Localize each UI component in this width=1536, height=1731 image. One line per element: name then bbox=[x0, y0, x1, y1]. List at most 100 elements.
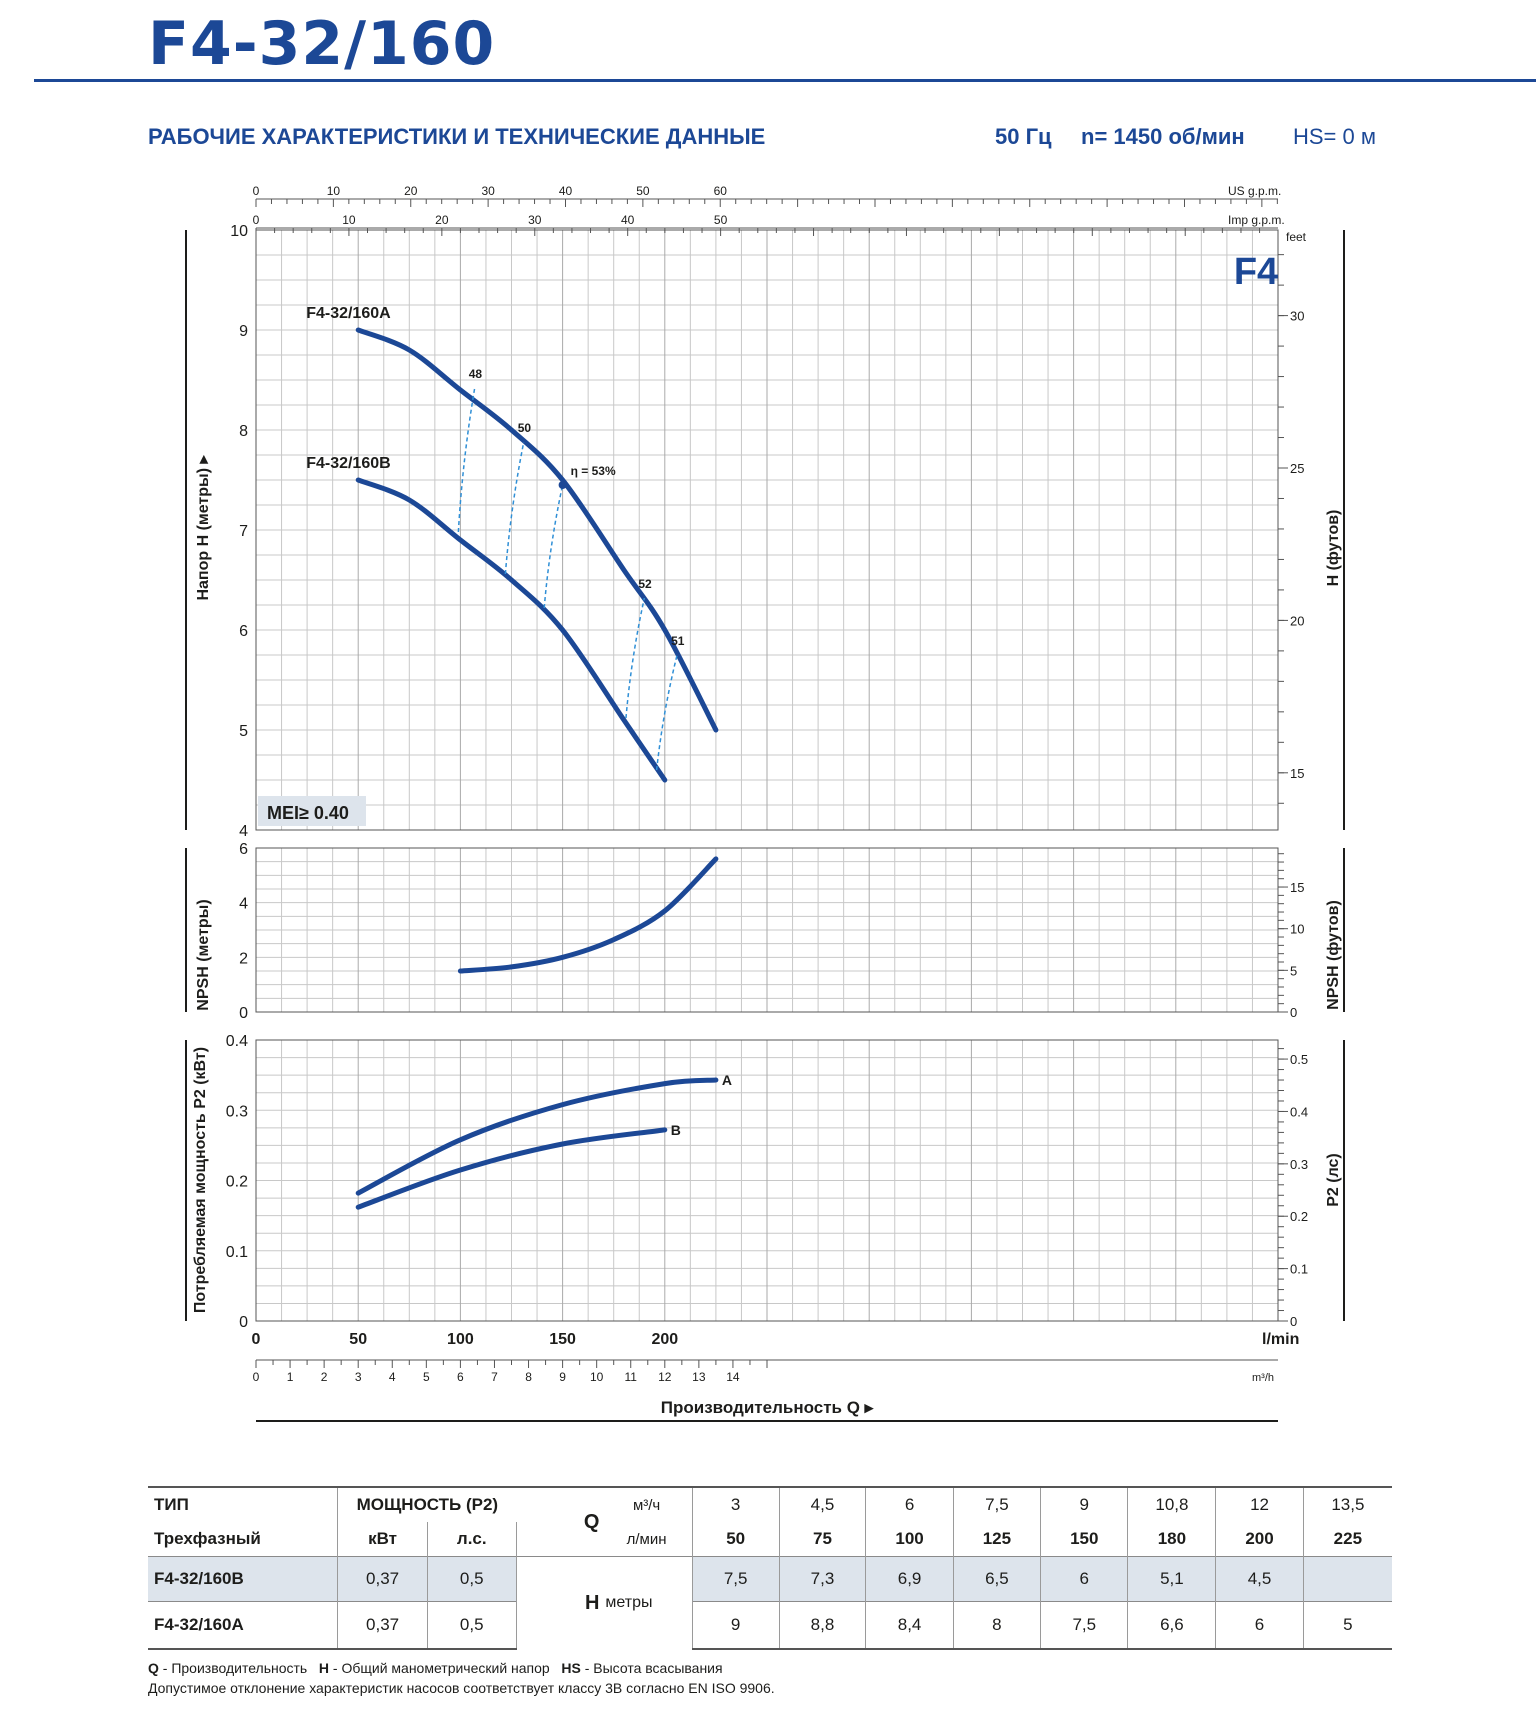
m3h-tick-label: 8 bbox=[525, 1370, 532, 1384]
title-rule bbox=[34, 79, 1536, 82]
lmin-tick-label: 150 bbox=[549, 1331, 576, 1348]
h-label: H bbox=[516, 1556, 602, 1649]
grid-layer bbox=[255, 229, 1279, 1322]
head-cell: 6,6 bbox=[1127, 1601, 1217, 1650]
impgpm-axis-label: 20 bbox=[435, 213, 449, 227]
head-cell: 6 bbox=[1215, 1601, 1304, 1650]
head-cell: 7,5 bbox=[692, 1556, 780, 1602]
q-label: Q bbox=[516, 1486, 602, 1557]
m3h-tick-label: 7 bbox=[491, 1370, 498, 1384]
power-axis-title: Потребляемая мощность P2 (кВт) bbox=[192, 1047, 209, 1313]
q-lmin-cell: 50 bbox=[692, 1522, 780, 1557]
lmin-tick-label: 200 bbox=[651, 1331, 678, 1348]
power-curve-a bbox=[355, 1077, 719, 1196]
q-m3h-cell: 12 bbox=[1215, 1486, 1304, 1522]
left-tick-label: 6 bbox=[239, 623, 248, 640]
impgpm-axis-unit: Imp g.p.m. bbox=[1228, 213, 1285, 227]
m3h-tick-label: 14 bbox=[726, 1370, 740, 1384]
right-tick-label: 25 bbox=[1290, 461, 1304, 476]
usgpm-axis-label: 30 bbox=[481, 184, 495, 198]
head-cell: 9 bbox=[692, 1601, 780, 1650]
head-right-axis-title: H (футов) bbox=[1325, 510, 1342, 587]
right-tick-label: 0.2 bbox=[1290, 1209, 1308, 1224]
q-m3h-cell: 3 bbox=[692, 1486, 780, 1522]
left-tick-label: 0 bbox=[239, 1005, 248, 1022]
head-cell: 7,5 bbox=[1040, 1601, 1129, 1650]
power-kw: 0,37 bbox=[337, 1556, 428, 1602]
section-heading: РАБОЧИЕ ХАРАКТЕРИСТИКИ И ТЕХНИЧЕСКИЕ ДАН… bbox=[148, 124, 766, 149]
efficiency-label: 50 bbox=[518, 421, 532, 435]
npsh-curve bbox=[457, 856, 719, 974]
m3h-tick-label: 13 bbox=[692, 1370, 706, 1384]
head-axis-title: Напор H (метры) ▸ bbox=[195, 455, 212, 601]
m3h-tick-label: 12 bbox=[658, 1370, 672, 1384]
m3h-unit-label: m³/h bbox=[1252, 1372, 1274, 1384]
right-tick-label: 0.1 bbox=[1290, 1262, 1308, 1277]
impgpm-axis-label: 40 bbox=[621, 213, 635, 227]
head-cell: 5 bbox=[1303, 1601, 1392, 1650]
right-tick-label: 15 bbox=[1290, 880, 1304, 895]
q-m3h-cell: 4,5 bbox=[779, 1486, 867, 1522]
right-tick-label: 0.3 bbox=[1290, 1157, 1308, 1172]
q-m3h-cell: 10,8 bbox=[1127, 1486, 1217, 1522]
page-title: F4-32/160 bbox=[148, 9, 496, 79]
m3h-tick-label: 11 bbox=[624, 1370, 637, 1384]
npsh-right-axis-title: NPSH (футов) bbox=[1325, 900, 1342, 1010]
efficiency-line bbox=[655, 654, 678, 771]
left-tick-label: 2 bbox=[239, 950, 248, 967]
axes-layer bbox=[185, 198, 1345, 1422]
table-row: F4-32/160A 0,37 0,5 9 8,8 8,4 8 7,5 6,6 … bbox=[148, 1601, 1392, 1650]
efficiency-line bbox=[504, 441, 525, 575]
usgpm-axis-label: 0 bbox=[253, 184, 260, 198]
power-right-axis-title: P2 (лс) bbox=[1325, 1153, 1342, 1207]
usgpm-axis-label: 50 bbox=[636, 184, 650, 198]
usgpm-axis-label: 20 bbox=[404, 184, 418, 198]
h-unit: метры bbox=[601, 1556, 693, 1649]
m3h-tick-label: 0 bbox=[253, 1370, 260, 1384]
q-lmin-cell: 180 bbox=[1127, 1522, 1217, 1557]
efficiency-label: 52 bbox=[638, 577, 652, 591]
usgpm-axis-label: 60 bbox=[714, 184, 728, 198]
m3h-tick-label: 4 bbox=[389, 1370, 396, 1384]
power-hp: 0,5 bbox=[427, 1556, 517, 1602]
left-tick-label: 4 bbox=[239, 823, 248, 840]
lmin-tick-label: 100 bbox=[447, 1331, 474, 1348]
efficiency-label: 51 bbox=[671, 634, 685, 648]
head-cell: 5,1 bbox=[1127, 1556, 1217, 1602]
right-tick-label: 30 bbox=[1290, 309, 1304, 324]
usgpm-axis-label: 10 bbox=[327, 184, 341, 198]
efficiency-line bbox=[625, 597, 646, 719]
right-tick-label: 20 bbox=[1290, 613, 1304, 628]
series-badge: F4 bbox=[1234, 251, 1278, 293]
power-hp: 0,5 bbox=[427, 1601, 517, 1650]
right-tick-label: 0 bbox=[1290, 1005, 1297, 1020]
impgpm-axis-label: 10 bbox=[342, 213, 356, 227]
head-cell bbox=[1303, 1556, 1392, 1602]
efficiency-label: η = 53% bbox=[571, 464, 616, 478]
head-cell: 7,3 bbox=[779, 1556, 867, 1602]
head-curve-b bbox=[355, 477, 668, 783]
q-lmin-cell: 200 bbox=[1215, 1522, 1304, 1557]
pump-performance-chart: 1520253005101500.10.20.30.40.54567891002… bbox=[185, 184, 1345, 1422]
table-row: F4-32/160B 0,37 0,5 H метры 7,5 7,3 6,9 … bbox=[148, 1556, 1392, 1649]
x-axis-title: Производительность Q ▸ bbox=[661, 1398, 875, 1417]
panel-frame bbox=[255, 229, 1279, 831]
feet-unit-label: feet bbox=[1286, 230, 1307, 244]
head-curve-a-label: F4-32/160A bbox=[306, 305, 391, 322]
head-cell: 8 bbox=[953, 1601, 1042, 1650]
q-m3h-cell: 6 bbox=[865, 1486, 954, 1522]
left-tick-label: 10 bbox=[230, 223, 248, 240]
model-name: F4-32/160A bbox=[148, 1601, 339, 1650]
model-name: F4-32/160B bbox=[148, 1556, 339, 1602]
performance-table: ТИП МОЩНОСТЬ (P2) Q м³/ч 3 4,5 6 7,5 9 1… bbox=[148, 1486, 1392, 1650]
usgpm-axis-label: 40 bbox=[559, 184, 573, 198]
lmin-tick-label: 0 bbox=[252, 1331, 261, 1348]
q-lmin-cell: 100 bbox=[865, 1522, 954, 1557]
efficiency-line bbox=[457, 387, 476, 533]
q-m3h-cell: 9 bbox=[1040, 1486, 1129, 1522]
m3h-tick-label: 2 bbox=[321, 1370, 328, 1384]
head-cell: 8,8 bbox=[779, 1601, 867, 1650]
left-tick-label: 0.1 bbox=[226, 1244, 248, 1261]
q-m3h-cell: 7,5 bbox=[953, 1486, 1042, 1522]
lmin-tick-label: 50 bbox=[349, 1331, 367, 1348]
